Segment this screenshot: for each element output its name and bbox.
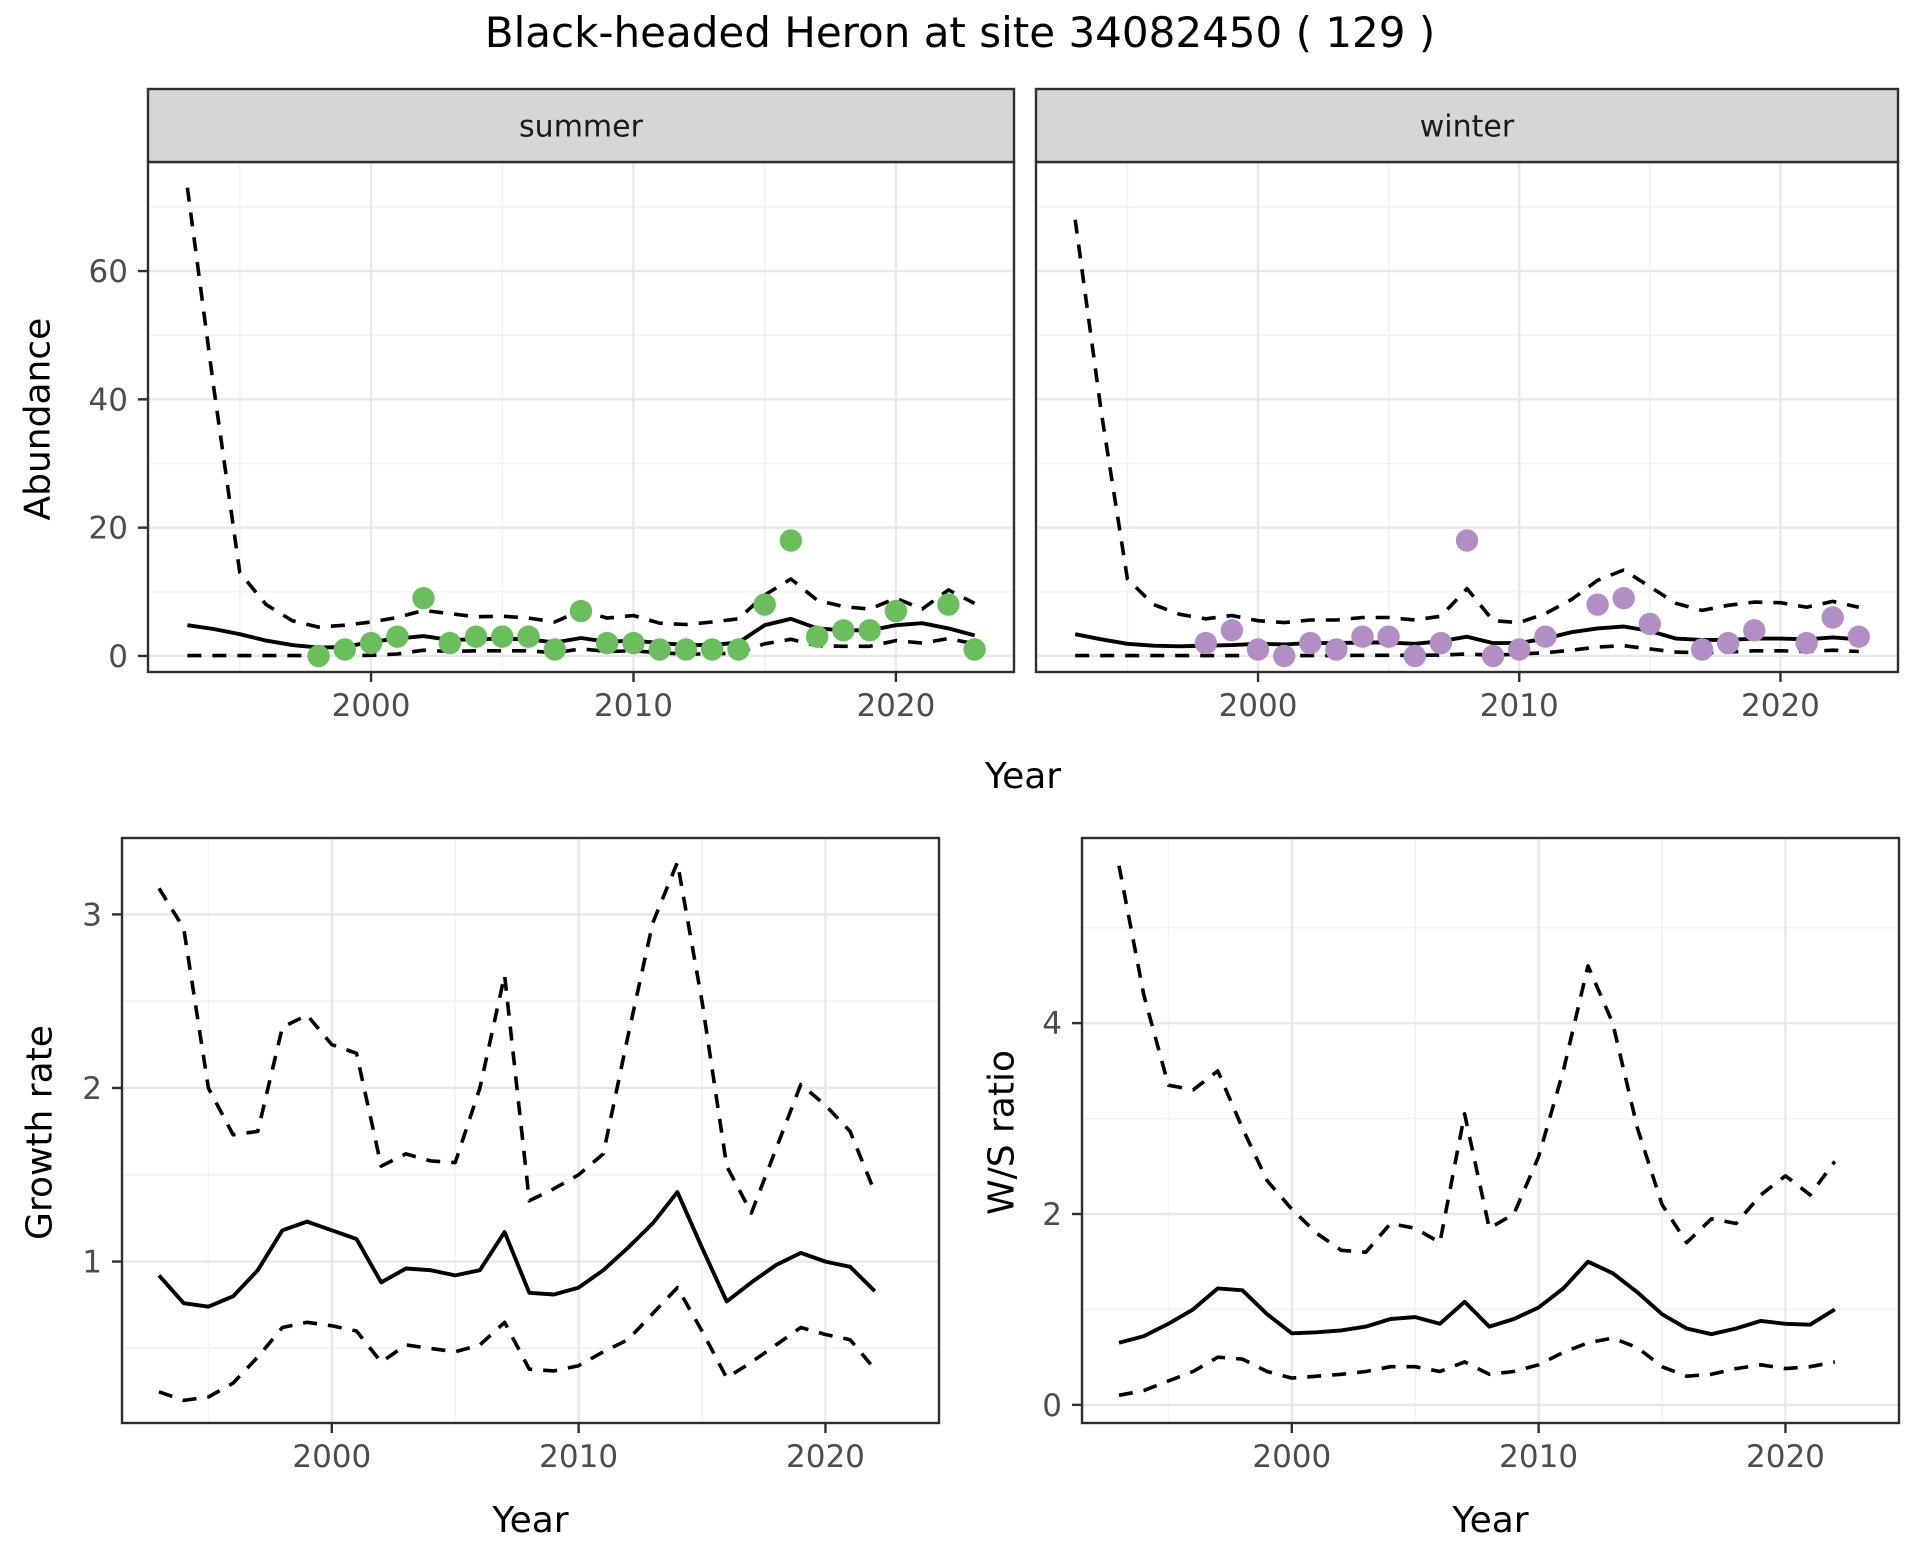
data-point-abundance-winter <box>1481 644 1505 668</box>
data-point-abundance-summer <box>386 625 409 648</box>
data-point-abundance-summer <box>701 638 724 661</box>
data-point-abundance-summer <box>884 599 908 623</box>
lower-ci-line-growth-rate <box>158 1285 877 1403</box>
data-point-abundance-winter <box>1795 631 1818 655</box>
lower-ci-line-ws-ratio <box>1118 1336 1836 1398</box>
y-axis-title-ws-ratio: W/S ratio <box>981 1049 1023 1216</box>
y-tick-label: 40 <box>89 382 128 418</box>
fit-line-ws-ratio <box>1118 1259 1836 1345</box>
data-point-abundance-winter <box>1325 638 1348 661</box>
y-tick-label: 60 <box>89 254 128 290</box>
data-point-abundance-winter <box>1534 625 1557 648</box>
data-point-abundance-summer <box>648 638 671 661</box>
y-tick-label: 3 <box>82 897 102 933</box>
data-point-abundance-summer <box>517 625 540 648</box>
data-point-abundance-winter <box>1821 606 1844 629</box>
data-point-abundance-summer <box>832 619 855 642</box>
x-tick-label: 2010 <box>1499 1439 1578 1475</box>
data-point-abundance-summer <box>464 625 488 648</box>
x-tick-label: 2020 <box>1741 688 1820 724</box>
panel-border-growth-rate <box>120 836 941 1425</box>
y-axis-title-abundance: Abundance <box>17 317 59 521</box>
data-point-abundance-summer <box>753 593 776 616</box>
data-point-abundance-winter <box>1246 638 1270 661</box>
data-point-abundance-winter <box>1299 631 1322 655</box>
data-point-abundance-summer <box>333 638 356 661</box>
y-tick-label: 20 <box>89 511 128 547</box>
data-point-abundance-summer <box>438 631 461 655</box>
data-point-abundance-winter <box>1743 619 1766 642</box>
data-point-abundance-winter <box>1638 612 1662 636</box>
panel-background-ws-ratio <box>1082 838 1899 1423</box>
facet-strip-label-summer: summer <box>519 110 644 145</box>
data-point-abundance-summer <box>727 638 750 661</box>
data-point-abundance-winter <box>1220 619 1244 642</box>
data-point-abundance-winter <box>1586 593 1609 616</box>
data-point-abundance-summer <box>569 599 593 623</box>
x-tick-label: 2000 <box>332 688 411 724</box>
data-point-abundance-winter <box>1194 631 1218 655</box>
x-axis-title-year-top: Year <box>984 756 1062 797</box>
panel-border-ws-ratio <box>1080 836 1901 1425</box>
data-point-abundance-summer <box>937 593 960 616</box>
data-point-abundance-winter <box>1403 644 1427 668</box>
data-point-abundance-summer <box>963 638 986 661</box>
data-point-abundance-summer <box>491 625 514 648</box>
panel-background-growth-rate <box>122 838 939 1423</box>
page-title: Black-headed Heron at site 34082450 ( 12… <box>484 8 1436 57</box>
data-point-abundance-winter <box>1455 529 1479 552</box>
y-tick-label: 4 <box>1042 1006 1062 1042</box>
facet-strip-summer <box>146 87 1016 164</box>
x-tick-label: 2020 <box>786 1439 865 1475</box>
upper-ci-line-abundance-winter <box>1073 219 1860 625</box>
data-point-abundance-winter <box>1690 638 1714 661</box>
data-point-abundance-winter <box>1351 625 1374 648</box>
data-point-abundance-winter <box>1847 625 1871 648</box>
y-tick-label: 2 <box>1042 1197 1062 1233</box>
data-point-abundance-summer <box>307 644 330 668</box>
x-tick-label: 2000 <box>1252 1439 1331 1475</box>
fit-line-growth-rate <box>157 1190 877 1309</box>
upper-ci-line-growth-rate <box>157 860 877 1215</box>
data-point-abundance-winter <box>1612 587 1635 610</box>
y-tick-label: 0 <box>108 639 128 675</box>
data-point-abundance-summer <box>412 587 435 610</box>
data-point-abundance-winter <box>1717 631 1740 655</box>
data-point-abundance-summer <box>858 619 881 642</box>
y-axis-title-growth-rate: Growth rate <box>19 1025 61 1240</box>
data-point-abundance-summer <box>674 638 698 661</box>
facet-strip-winter <box>1034 87 1900 164</box>
y-tick-label: 1 <box>82 1245 102 1281</box>
data-point-abundance-summer <box>596 631 619 655</box>
x-tick-label: 2000 <box>1219 688 1298 724</box>
facet-strip-label-winter: winter <box>1420 110 1515 145</box>
x-tick-label: 2010 <box>539 1439 618 1475</box>
data-point-abundance-summer <box>543 638 566 661</box>
panel-background-abundance-winter <box>1036 162 1898 672</box>
data-point-abundance-summer <box>806 625 829 648</box>
x-tick-label: 2020 <box>1746 1439 1825 1475</box>
x-tick-label: 2020 <box>856 688 935 724</box>
x-axis-title-year-growth: Year <box>492 1500 569 1541</box>
y-tick-label: 0 <box>1042 1388 1062 1424</box>
x-tick-label: 2010 <box>594 688 673 724</box>
panel-background-abundance-summer <box>148 162 1014 672</box>
x-tick-label: 2010 <box>1480 688 1559 724</box>
data-point-abundance-winter <box>1377 625 1400 648</box>
y-tick-label: 2 <box>82 1071 102 1107</box>
data-point-abundance-winter <box>1508 638 1531 661</box>
data-point-abundance-summer <box>359 631 383 655</box>
data-point-abundance-winter <box>1429 631 1453 655</box>
data-point-abundance-summer <box>622 631 645 655</box>
x-axis-title-year-ws: Year <box>1452 1500 1529 1541</box>
data-point-abundance-winter <box>1273 644 1296 668</box>
x-tick-label: 2000 <box>292 1439 371 1475</box>
data-point-abundance-summer <box>779 529 803 552</box>
upper-ci-line-ws-ratio <box>1117 865 1837 1254</box>
